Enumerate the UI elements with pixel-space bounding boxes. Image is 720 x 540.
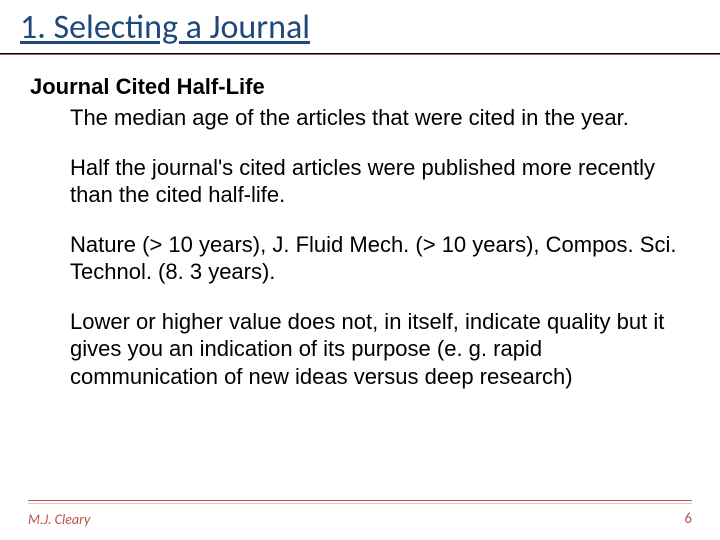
content-paragraph: Half the journal's cited articles were p… xyxy=(70,154,690,209)
footer-rule-dark xyxy=(28,500,692,501)
content-paragraph: The median age of the articles that were… xyxy=(70,104,690,132)
content-subhead: Journal Cited Half-Life xyxy=(30,73,690,101)
slide-footer: M.J. Cleary 6 xyxy=(0,500,720,528)
spacer xyxy=(30,209,690,231)
content-paragraph: Lower or higher value does not, in itsel… xyxy=(70,308,690,391)
footer-page-number: 6 xyxy=(684,510,692,528)
spacer xyxy=(30,286,690,308)
spacer xyxy=(30,132,690,154)
slide-content: Journal Cited Half-Life The median age o… xyxy=(0,55,720,391)
title-block: 1. Selecting a Journal xyxy=(0,0,720,54)
footer-author: M.J. Cleary xyxy=(28,511,90,528)
slide: 1. Selecting a Journal Journal Cited Hal… xyxy=(0,0,720,540)
footer-rule-light xyxy=(28,503,692,504)
footer-row: M.J. Cleary 6 xyxy=(28,510,692,528)
content-paragraph: Nature (> 10 years), J. Fluid Mech. (> 1… xyxy=(70,231,690,286)
slide-title: 1. Selecting a Journal xyxy=(20,8,700,49)
